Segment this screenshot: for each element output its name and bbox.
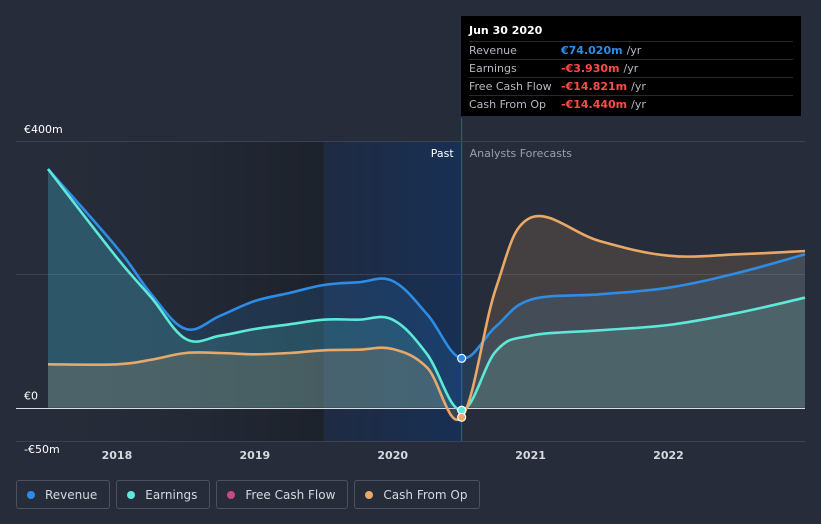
legend-cash-from-op-button[interactable]: Cash From Op: [354, 480, 481, 509]
tooltip: Jun 30 2020 Revenue €74.020m /yr Earning…: [461, 16, 801, 116]
cash-from-op-marker: [457, 412, 467, 422]
earnings-area: [48, 169, 805, 411]
cash-from-op-area: [48, 215, 805, 420]
tooltip-row-free-cash-flow: Free Cash Flow -€14.821m /yr: [469, 77, 793, 95]
y-tick-label: -€50m: [24, 443, 60, 456]
x-tick-label: 2018: [102, 449, 133, 462]
legend-label: Earnings: [145, 487, 198, 502]
legend-dot-icon: [365, 490, 374, 499]
past-label: Past: [431, 147, 455, 160]
tooltip-date: Jun 30 2020: [469, 24, 543, 37]
legend-dot-icon: [227, 490, 236, 499]
legend-label: Cash From Op: [383, 487, 468, 502]
tooltip-unit: /yr: [631, 80, 646, 93]
x-tick-label: 2019: [240, 449, 271, 462]
tooltip-row-revenue: Revenue €74.020m /yr: [469, 41, 793, 59]
y-tick-label: €400m: [24, 123, 63, 136]
x-tick-label: 2022: [653, 449, 684, 462]
revenue-marker: [457, 353, 467, 363]
legend-earnings-button[interactable]: Earnings: [116, 480, 211, 509]
revenue-area: [48, 169, 805, 408]
earnings-line: [46, 168, 806, 412]
revenue-line: [47, 168, 806, 360]
legend: Revenue Earnings Free Cash Flow Cash Fro…: [16, 480, 481, 509]
tooltip-unit: /yr: [623, 62, 639, 75]
tooltip-value: €74.020m: [561, 44, 623, 57]
cash-from-op-line: [47, 214, 806, 422]
legend-label: Revenue: [45, 487, 98, 502]
y-tick-label: €0: [24, 390, 38, 403]
x-tick-label: 2021: [515, 449, 546, 462]
legend-dot-icon: [27, 490, 35, 499]
tooltip-value: -€14.821m: [561, 80, 628, 93]
tooltip-unit: /yr: [631, 98, 646, 111]
tooltip-label: Earnings: [469, 62, 517, 75]
tooltip-unit: /yr: [626, 44, 642, 57]
x-tick-label: 2020: [377, 449, 408, 462]
legend-free-cash-flow-button[interactable]: Free Cash Flow: [216, 480, 349, 509]
legend-revenue-button[interactable]: Revenue: [16, 480, 111, 509]
tooltip-label: Free Cash Flow: [469, 80, 552, 93]
tooltip-value: -€3.930m: [561, 62, 620, 75]
legend-dot-icon: [127, 490, 136, 499]
tooltip-label: Cash From Op: [469, 98, 547, 111]
tooltip-label: Revenue: [469, 44, 517, 57]
tooltip-value: -€14.440m: [561, 98, 628, 111]
tooltip-row-earnings: Earnings -€3.930m /yr: [469, 59, 793, 77]
forecast-label: Analysts Forecasts: [470, 147, 573, 160]
legend-label: Free Cash Flow: [245, 487, 336, 502]
tooltip-row-cash-from-op: Cash From Op -€14.440m /yr: [469, 95, 793, 113]
